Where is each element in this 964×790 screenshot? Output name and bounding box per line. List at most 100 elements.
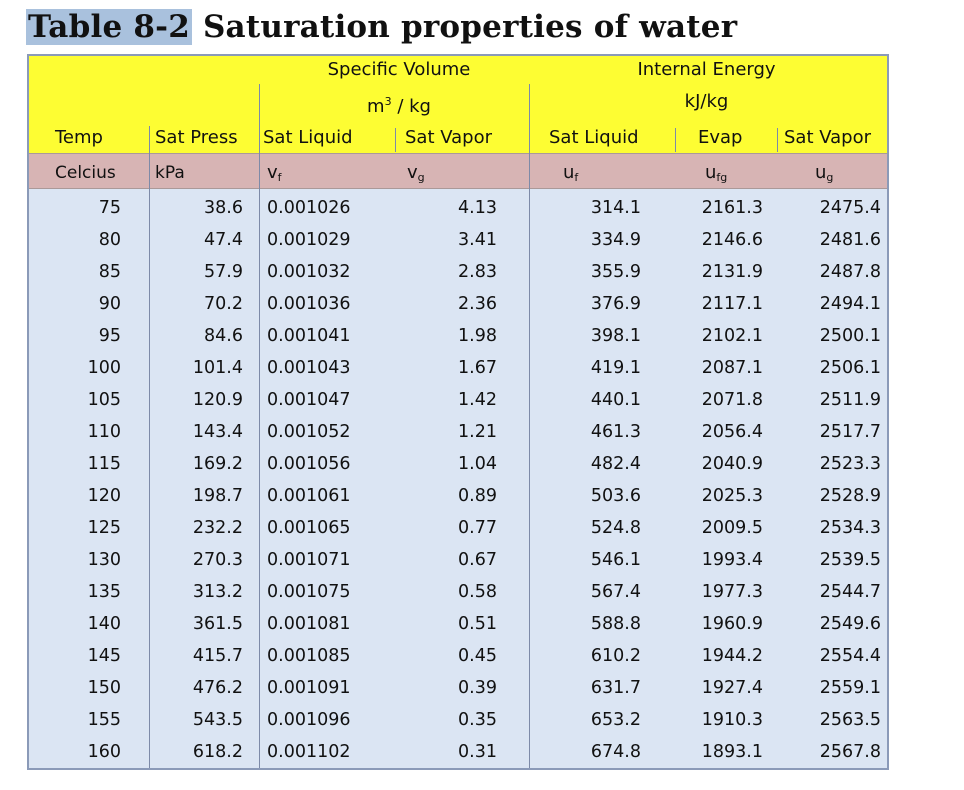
cell-ufg: 2009.5 xyxy=(701,518,763,538)
saturation-table: Specific Volume m3 / kg Internal Energy … xyxy=(27,54,889,770)
table-row: 80 47.4 0.001029 3.41 334.9 2146.6 2481.6 xyxy=(29,224,887,256)
cell-ufg: 2131.9 xyxy=(701,262,763,282)
group-internal-energy-unit: kJ/kg xyxy=(684,91,729,112)
cell-ufg: 1910.3 xyxy=(701,710,763,730)
cell-vg: 0.45 xyxy=(458,646,497,666)
cell-uf: 355.9 xyxy=(590,262,641,282)
cell-sat-press: 361.5 xyxy=(192,614,243,634)
cell-uf: 653.2 xyxy=(590,710,641,730)
group-specific-volume-unit: m3 / kg xyxy=(367,95,431,117)
cell-temp: 160 xyxy=(87,742,121,762)
cell-ug: 2559.1 xyxy=(819,678,881,698)
cell-vf: 0.001029 xyxy=(267,230,351,250)
cell-sat-press: 143.4 xyxy=(192,422,243,442)
table-row: 95 84.6 0.001041 1.98 398.1 2102.1 2500.1 xyxy=(29,320,887,352)
cell-vf: 0.001091 xyxy=(267,678,351,698)
header-band xyxy=(29,56,887,153)
cell-vf: 0.001085 xyxy=(267,646,351,666)
cell-temp: 150 xyxy=(87,678,121,698)
cell-temp: 95 xyxy=(98,326,121,346)
cell-sat-press: 120.9 xyxy=(192,390,243,410)
cell-ug: 2475.4 xyxy=(819,198,881,218)
table-title-text: Saturation properties of water xyxy=(202,9,738,45)
page-title: Table 8-2 Saturation properties of water xyxy=(26,8,737,46)
cell-temp: 120 xyxy=(87,486,121,506)
divider-volume-energy xyxy=(529,84,530,768)
cell-ug: 2511.9 xyxy=(819,390,881,410)
cell-uf: 314.1 xyxy=(590,198,641,218)
cell-ug: 2494.1 xyxy=(819,294,881,314)
cell-vg: 0.89 xyxy=(458,486,497,506)
cell-vf: 0.001081 xyxy=(267,614,351,634)
cell-vg: 0.39 xyxy=(458,678,497,698)
cell-sat-press: 313.2 xyxy=(192,582,243,602)
unit-vf: vf xyxy=(267,162,282,185)
units-band xyxy=(29,153,887,189)
cell-sat-press: 101.4 xyxy=(192,358,243,378)
cell-vg: 0.77 xyxy=(458,518,497,538)
cell-ug: 2563.5 xyxy=(819,710,881,730)
table-row: 110 143.4 0.001052 1.21 461.3 2056.4 2517.7 xyxy=(29,416,887,448)
divider-ufg-header xyxy=(777,128,778,152)
table-row: 130 270.3 0.001071 0.67 546.1 1993.4 2539.5 xyxy=(29,544,887,576)
cell-uf: 524.8 xyxy=(590,518,641,538)
table-row: 125 232.2 0.001065 0.77 524.8 2009.5 2534.3 xyxy=(29,512,887,544)
cell-ug: 2487.8 xyxy=(819,262,881,282)
cell-sat-press: 84.6 xyxy=(204,326,243,346)
cell-ufg: 2040.9 xyxy=(701,454,763,474)
cell-vf: 0.001056 xyxy=(267,454,351,474)
cell-sat-press: 232.2 xyxy=(192,518,243,538)
column-header-temp: Temp xyxy=(55,127,103,148)
cell-ufg: 1960.9 xyxy=(701,614,763,634)
cell-vg: 3.41 xyxy=(458,230,497,250)
cell-uf: 674.8 xyxy=(590,742,641,762)
cell-ufg: 1927.4 xyxy=(701,678,763,698)
table-row: 155 543.5 0.001096 0.35 653.2 1910.3 2563.5 xyxy=(29,704,887,736)
cell-vf: 0.001041 xyxy=(267,326,351,346)
cell-uf: 588.8 xyxy=(590,614,641,634)
table-row: 105 120.9 0.001047 1.42 440.1 2071.8 2511.9 xyxy=(29,384,887,416)
unit-ufg: ufg xyxy=(705,162,728,185)
cell-temp: 90 xyxy=(98,294,121,314)
cell-temp: 145 xyxy=(87,646,121,666)
table-row: 75 38.6 0.001026 4.13 314.1 2161.3 2475.4 xyxy=(29,192,887,224)
cell-temp: 115 xyxy=(87,454,121,474)
cell-vf: 0.001065 xyxy=(267,518,351,538)
cell-vg: 1.42 xyxy=(458,390,497,410)
cell-vg: 1.04 xyxy=(458,454,497,474)
cell-vf: 0.001096 xyxy=(267,710,351,730)
cell-sat-press: 198.7 xyxy=(192,486,243,506)
cell-temp: 80 xyxy=(98,230,121,250)
cell-sat-press: 476.2 xyxy=(192,678,243,698)
cell-ufg: 2025.3 xyxy=(701,486,763,506)
cell-uf: 567.4 xyxy=(590,582,641,602)
cell-vg: 0.51 xyxy=(458,614,497,634)
cell-sat-press: 47.4 xyxy=(204,230,243,250)
cell-temp: 105 xyxy=(87,390,121,410)
cell-ufg: 2161.3 xyxy=(701,198,763,218)
cell-uf: 419.1 xyxy=(590,358,641,378)
cell-vf: 0.001043 xyxy=(267,358,351,378)
cell-temp: 110 xyxy=(87,422,121,442)
unit-ug: ug xyxy=(815,162,834,185)
cell-ug: 2517.7 xyxy=(819,422,881,442)
cell-ufg: 1893.1 xyxy=(701,742,763,762)
cell-vf: 0.001036 xyxy=(267,294,351,314)
cell-uf: 440.1 xyxy=(590,390,641,410)
cell-vf: 0.001047 xyxy=(267,390,351,410)
cell-sat-press: 169.2 xyxy=(192,454,243,474)
cell-ufg: 2087.1 xyxy=(701,358,763,378)
cell-vf: 0.001026 xyxy=(267,198,351,218)
cell-uf: 376.9 xyxy=(590,294,641,314)
cell-vf: 0.001071 xyxy=(267,550,351,570)
cell-sat-press: 543.5 xyxy=(192,710,243,730)
divider-temp xyxy=(149,126,150,768)
table-row: 150 476.2 0.001091 0.39 631.7 1927.4 2559.1 xyxy=(29,672,887,704)
cell-ufg: 2102.1 xyxy=(701,326,763,346)
cell-vf: 0.001032 xyxy=(267,262,351,282)
cell-vg: 1.67 xyxy=(458,358,497,378)
cell-temp: 140 xyxy=(87,614,121,634)
cell-vf: 0.001052 xyxy=(267,422,351,442)
cell-ug: 2534.3 xyxy=(819,518,881,538)
cell-uf: 398.1 xyxy=(590,326,641,346)
